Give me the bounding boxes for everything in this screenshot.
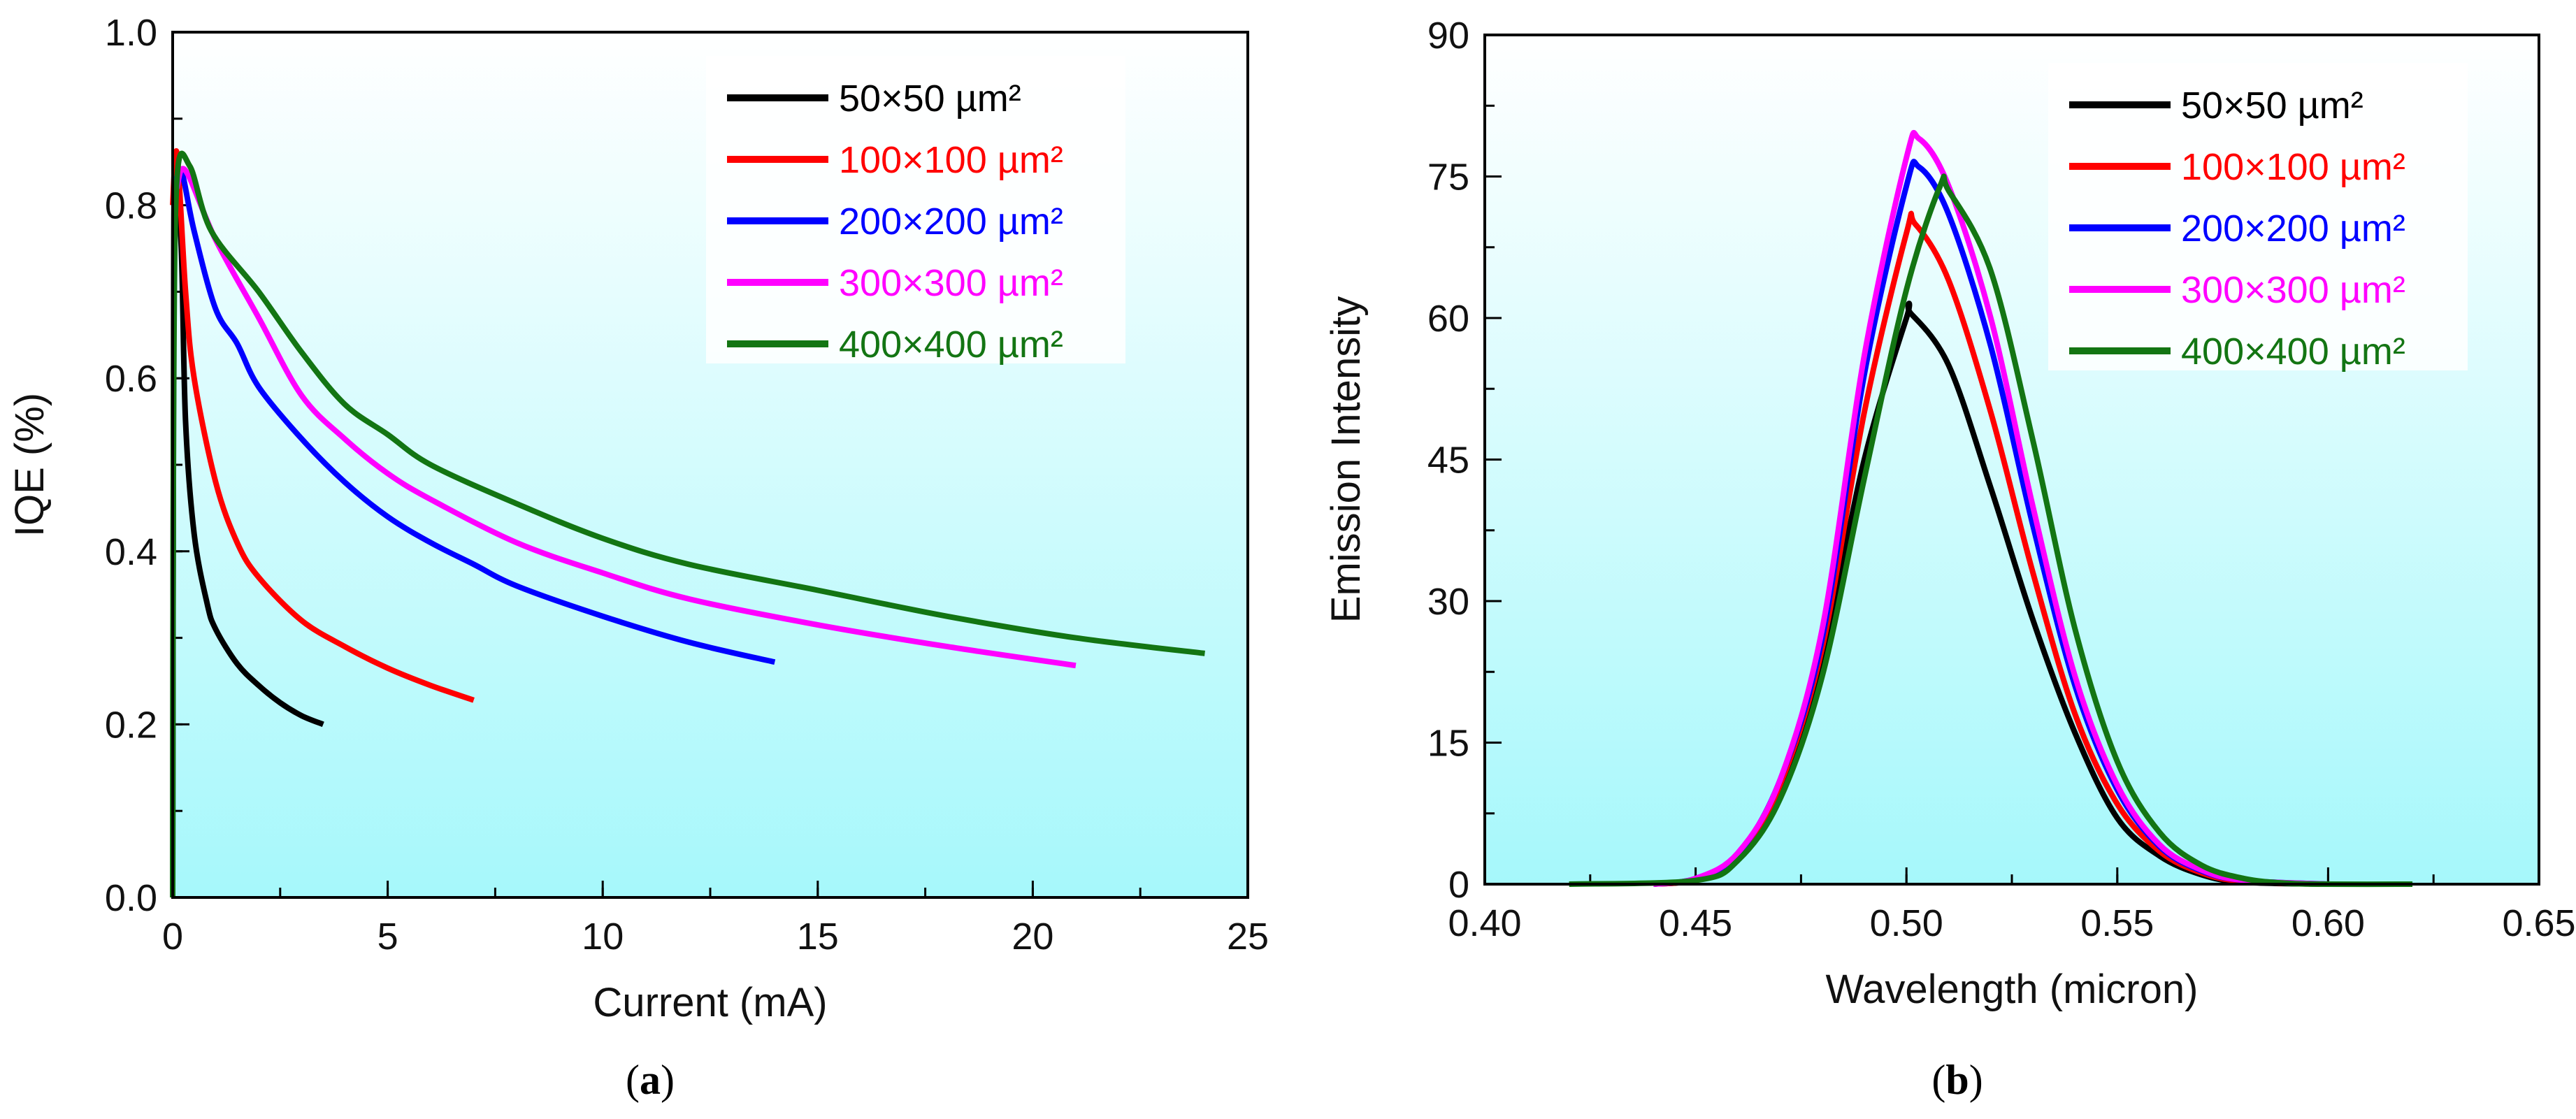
legend-label: 400×400 µm² — [839, 324, 1063, 366]
caption-letter: a — [640, 1057, 661, 1103]
y-axis-label: IQE (%) — [7, 393, 52, 537]
series-line-2 — [172, 166, 776, 665]
x-axis-label: Current (mA) — [593, 980, 827, 1025]
legend: 50×50 µm² 100×100 µm² 200×200 µm² 300×300 µ… — [706, 56, 1125, 366]
x-tick-label: 0.60 — [2291, 902, 2365, 944]
y-tick-label: 0.2 — [105, 704, 157, 746]
series-line-3 — [174, 166, 1077, 669]
x-tick-label: 10 — [582, 916, 624, 958]
x-tick-label: 0.40 — [1448, 902, 1521, 944]
y-tick-label: 90 — [1427, 15, 1469, 57]
legend-label: 50×50 µm² — [2181, 85, 2363, 127]
y-tick-label: 45 — [1427, 440, 1469, 482]
y-tick-label: 0.6 — [105, 358, 157, 400]
x-tick-label: 0.65 — [2502, 902, 2575, 944]
legend-label: 300×300 µm² — [839, 262, 1063, 304]
x-tick-label: 0.50 — [1870, 902, 1943, 944]
x-tick-label: 0 — [162, 916, 183, 958]
y-tick-label: 1.0 — [105, 12, 157, 54]
y-tick-label: 75 — [1427, 157, 1469, 198]
x-tick-label: 20 — [1012, 916, 1053, 958]
legend-label: 50×50 µm² — [839, 78, 1021, 120]
x-tick-label: 5 — [377, 916, 398, 958]
legend-label: 200×200 µm² — [839, 201, 1063, 243]
legend-label: 100×100 µm² — [839, 139, 1063, 181]
caption-letter: b — [1945, 1057, 1969, 1103]
axes-frame — [171, 31, 1249, 899]
y-tick-label: 60 — [1427, 298, 1469, 340]
legend: 50×50 µm² 100×100 µm² 200×200 µm² 300×300 µ… — [2048, 63, 2468, 373]
legend-label: 400×400 µm² — [2181, 331, 2405, 373]
legend-label: 100×100 µm² — [2181, 146, 2405, 188]
series-line-4 — [1569, 173, 2413, 888]
x-tick-label: 25 — [1227, 916, 1269, 958]
caption-paren: ) — [661, 1057, 675, 1103]
chart-panel-a: 0 5 10 15 20 25 0.0 0.2 0.4 0.6 0.8 1.0 50×50 µm² 100… — [7, 12, 1269, 1103]
chart-panel-b: 0.40 0.45 0.50 0.55 0.60 0.65 0 15 30 45 60 75 90 50×… — [1323, 15, 2576, 1103]
caption-paren: ( — [1931, 1057, 1945, 1103]
x-tick-label: 0.55 — [2080, 902, 2154, 944]
legend-label: 200×200 µm² — [2181, 208, 2405, 250]
caption-paren: ) — [1969, 1057, 1983, 1103]
legend-background — [2048, 63, 2468, 370]
axes-frame — [1483, 34, 2540, 886]
y-axis-label: Emission Intensity — [1323, 296, 1369, 623]
y-tick-label: 15 — [1427, 723, 1469, 765]
caption-paren: ( — [626, 1057, 640, 1103]
legend-label: 300×300 µm² — [2181, 269, 2405, 311]
x-tick-label: 0.45 — [1659, 902, 1732, 944]
y-tick-label: 30 — [1427, 581, 1469, 623]
y-tick-label: 0.8 — [105, 185, 157, 227]
x-axis-label: Wavelength (micron) — [1826, 967, 2199, 1012]
legend-background — [706, 56, 1125, 363]
x-tick-label: 15 — [797, 916, 839, 958]
y-tick-label: 0.0 — [105, 877, 157, 919]
series-line-4 — [170, 150, 1205, 898]
panel-caption: (b) — [1931, 1057, 1983, 1103]
y-tick-label: 0.4 — [105, 531, 157, 573]
series-line-1 — [170, 148, 475, 703]
panel-caption: (a) — [626, 1057, 675, 1103]
y-tick-label: 0 — [1448, 864, 1469, 906]
